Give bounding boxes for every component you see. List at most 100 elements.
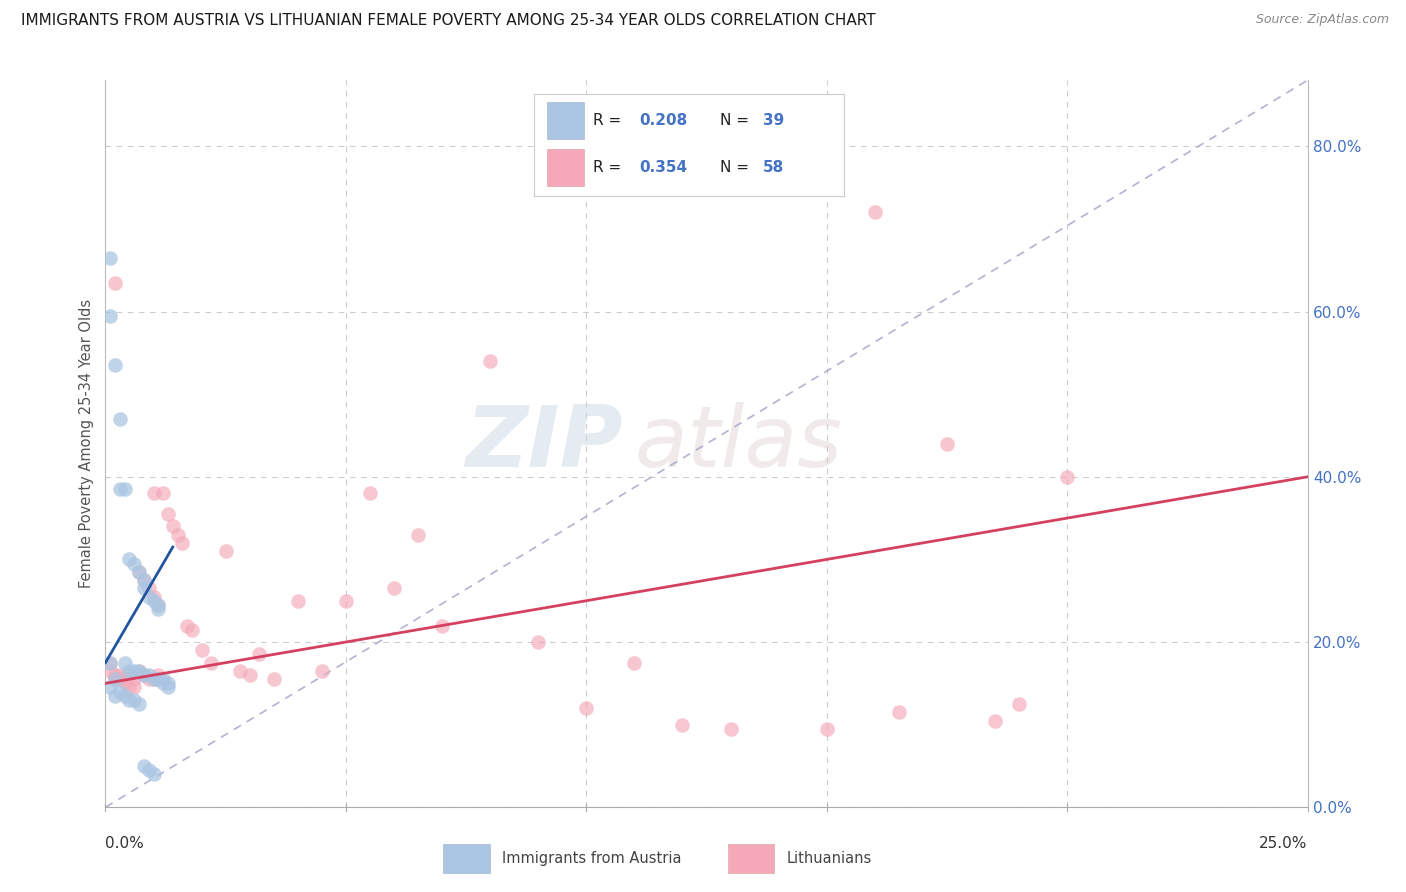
- Point: [142, 593, 165, 607]
- Point: [359, 486, 381, 500]
- Point: [104, 672, 127, 686]
- Point: [138, 582, 160, 596]
- Point: [148, 598, 170, 612]
- Point: [214, 544, 236, 558]
- Point: [108, 668, 131, 682]
- Point: [335, 593, 357, 607]
- Point: [162, 519, 184, 533]
- Point: [114, 656, 136, 670]
- Point: [138, 590, 160, 604]
- Point: [671, 717, 693, 731]
- Point: [156, 681, 179, 695]
- Point: [247, 648, 270, 662]
- Point: [229, 664, 252, 678]
- Point: [128, 664, 150, 678]
- Point: [142, 767, 165, 781]
- Point: [887, 705, 910, 719]
- Point: [152, 672, 174, 686]
- Point: [132, 573, 155, 587]
- Point: [311, 664, 333, 678]
- Point: [128, 565, 150, 579]
- Text: Immigrants from Austria: Immigrants from Austria: [502, 851, 682, 866]
- Point: [132, 582, 155, 596]
- Point: [575, 701, 598, 715]
- Point: [479, 354, 502, 368]
- Point: [142, 590, 165, 604]
- Point: [128, 697, 150, 711]
- Text: atlas: atlas: [634, 402, 842, 485]
- Point: [98, 681, 121, 695]
- Point: [176, 618, 198, 632]
- Text: Source: ZipAtlas.com: Source: ZipAtlas.com: [1256, 13, 1389, 27]
- Point: [124, 681, 146, 695]
- Point: [166, 527, 188, 541]
- Point: [114, 672, 136, 686]
- Text: R =: R =: [593, 112, 626, 128]
- Point: [104, 672, 127, 686]
- Text: N =: N =: [720, 112, 754, 128]
- Point: [124, 693, 146, 707]
- Point: [132, 573, 155, 587]
- Point: [108, 412, 131, 426]
- Point: [156, 676, 179, 690]
- Point: [430, 618, 453, 632]
- Text: Lithuanians: Lithuanians: [786, 851, 872, 866]
- Point: [815, 722, 838, 736]
- Point: [124, 557, 146, 571]
- Point: [382, 582, 405, 596]
- Point: [181, 623, 204, 637]
- Bar: [443, 844, 489, 873]
- Point: [148, 598, 170, 612]
- Bar: [728, 844, 775, 873]
- Point: [152, 486, 174, 500]
- Text: 39: 39: [763, 112, 785, 128]
- Point: [190, 643, 212, 657]
- Point: [114, 482, 136, 496]
- Point: [287, 593, 309, 607]
- Y-axis label: Female Poverty Among 25-34 Year Olds: Female Poverty Among 25-34 Year Olds: [79, 299, 94, 589]
- Point: [128, 565, 150, 579]
- Point: [142, 672, 165, 686]
- Point: [104, 359, 127, 373]
- Point: [104, 276, 127, 290]
- Point: [239, 668, 262, 682]
- Point: [1056, 470, 1078, 484]
- Point: [984, 714, 1007, 728]
- Point: [108, 482, 131, 496]
- Point: [98, 309, 121, 323]
- Text: R =: R =: [593, 160, 626, 175]
- Text: 58: 58: [763, 160, 785, 175]
- Point: [118, 552, 141, 566]
- Point: [118, 664, 141, 678]
- Text: IMMIGRANTS FROM AUSTRIA VS LITHUANIAN FEMALE POVERTY AMONG 25-34 YEAR OLDS CORRE: IMMIGRANTS FROM AUSTRIA VS LITHUANIAN FE…: [21, 13, 876, 29]
- Point: [152, 676, 174, 690]
- Text: N =: N =: [720, 160, 754, 175]
- Point: [148, 668, 170, 682]
- Point: [138, 763, 160, 777]
- Point: [108, 672, 131, 686]
- Point: [132, 759, 155, 773]
- Point: [200, 656, 222, 670]
- Text: 0.208: 0.208: [640, 112, 688, 128]
- Point: [623, 656, 645, 670]
- Point: [104, 668, 127, 682]
- Bar: [547, 149, 583, 186]
- Point: [148, 672, 170, 686]
- Point: [98, 656, 121, 670]
- Point: [124, 672, 146, 686]
- Point: [156, 507, 179, 521]
- Point: [527, 635, 550, 649]
- Point: [98, 664, 121, 678]
- Point: [263, 672, 285, 686]
- Point: [172, 536, 194, 550]
- Point: [104, 689, 127, 703]
- Point: [108, 684, 131, 698]
- Point: [720, 722, 742, 736]
- Point: [138, 668, 160, 682]
- Point: [1008, 697, 1031, 711]
- Point: [118, 681, 141, 695]
- Point: [936, 437, 959, 451]
- Point: [128, 664, 150, 678]
- Point: [114, 676, 136, 690]
- Point: [148, 602, 170, 616]
